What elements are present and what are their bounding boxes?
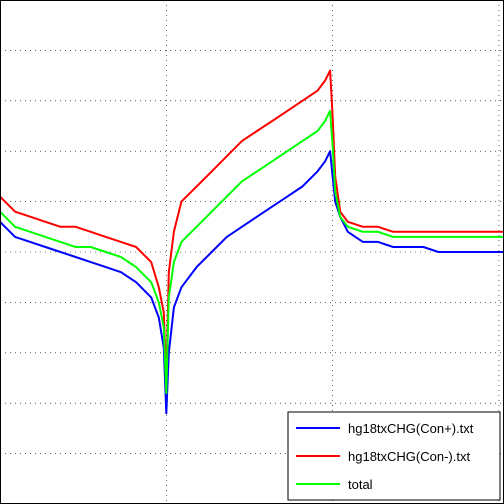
series-line-con-plus [0, 150, 504, 415]
series-line-con-minus [0, 69, 504, 384]
series-line-total [0, 109, 504, 395]
series-group [0, 69, 504, 415]
legend: hg18txCHG(Con+).txt hg18txCHG(Con-).txt … [287, 411, 501, 501]
legend-label-con-minus: hg18txCHG(Con-).txt [348, 449, 470, 464]
legend-label-total: total [348, 477, 373, 492]
legend-label-con-plus: hg18txCHG(Con+).txt [348, 421, 474, 436]
